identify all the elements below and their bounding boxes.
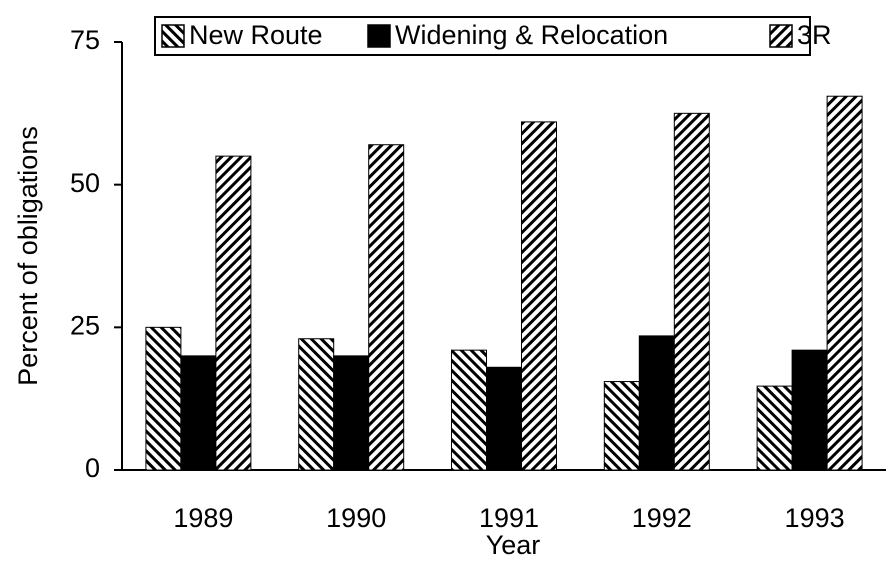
bar: [333, 355, 370, 471]
y-tick-label: 25: [70, 310, 100, 340]
legend-box: [154, 16, 811, 56]
bar: [145, 326, 182, 471]
bar: [673, 112, 710, 471]
legend-label: New Route: [189, 20, 323, 50]
y-tick-label: 50: [70, 168, 100, 198]
bar: [791, 349, 828, 471]
x-tick-label: 1993: [785, 503, 845, 533]
legend-swatch: [161, 24, 185, 48]
bar: [486, 366, 522, 471]
bar: [638, 335, 675, 471]
bar: [368, 144, 405, 471]
legend-swatch: [769, 24, 793, 48]
legend-label: Widening & Relocation: [395, 20, 668, 50]
bar: [826, 95, 863, 471]
y-axis-label: Percent of obligations: [13, 126, 43, 386]
legend-label: 3R: [797, 20, 832, 50]
bar: [603, 381, 640, 471]
x-tick-label: 1990: [326, 503, 386, 533]
bar: [215, 155, 252, 471]
legend-swatch: [367, 24, 391, 48]
bar: [298, 338, 335, 471]
x-axis-label: Year: [486, 530, 541, 560]
bar: [521, 121, 557, 471]
bar: [180, 355, 217, 471]
bar: [756, 385, 793, 471]
y-tick-label: 0: [85, 453, 100, 483]
x-tick-label: 1992: [632, 503, 692, 533]
x-tick-label: 1991: [479, 503, 539, 533]
x-tick-label: 1989: [173, 503, 233, 533]
bar: [451, 349, 487, 471]
y-tick-label: 75: [70, 25, 100, 55]
